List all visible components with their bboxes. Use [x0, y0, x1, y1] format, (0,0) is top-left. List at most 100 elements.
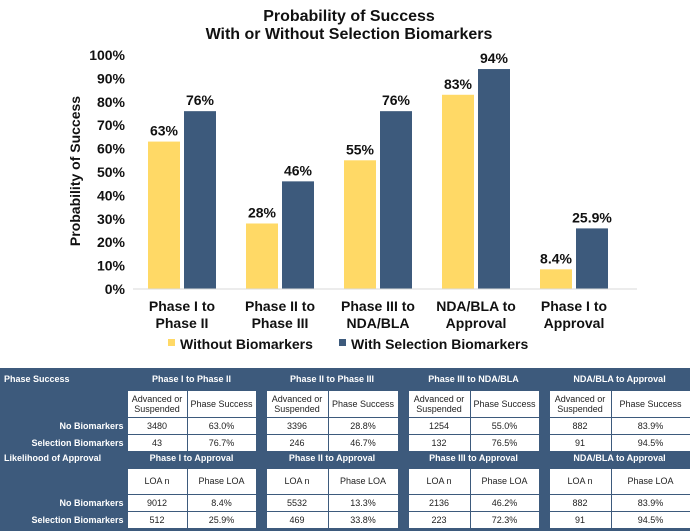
- column-header: Phase LOA: [327, 467, 399, 495]
- section-label-likelihood-of-approval: Likelihood of Approval: [4, 453, 102, 463]
- x-category-label: Phase II: [156, 315, 209, 331]
- row-label-no-biomarkers: No Biomarkers: [59, 420, 124, 431]
- table-cell: 512: [126, 510, 188, 529]
- column-header: Advanced or Suspended: [126, 389, 188, 418]
- table-cell: 882: [548, 416, 612, 435]
- x-category-label: Approval: [446, 315, 507, 331]
- data-label: 83%: [444, 76, 473, 92]
- column-header: LOA n: [407, 467, 471, 495]
- data-label: 8.4%: [540, 250, 572, 266]
- column-header: Phase LOA: [186, 467, 257, 495]
- data-label: 55%: [346, 141, 375, 157]
- column-header: Advanced or Suspended: [548, 389, 612, 418]
- group-header: Phase II to Approval: [288, 452, 376, 463]
- bar-without-biomarkers: [148, 141, 180, 289]
- data-label: 94%: [480, 50, 509, 66]
- bar-without-biomarkers: [540, 269, 572, 289]
- legend-label-without: Without Biomarkers: [180, 336, 313, 352]
- table-cell: 882: [548, 493, 612, 512]
- table-cell: 72.3%: [469, 510, 540, 529]
- column-header: Advanced or Suspended: [407, 389, 471, 418]
- data-label: 25.9%: [572, 209, 612, 225]
- bar-with-selection-biomarkers: [576, 228, 608, 289]
- section-label-phase-success: Phase Success: [4, 374, 70, 384]
- group-header: NDA/BLA to Approval: [573, 373, 666, 384]
- legend-swatch-with: [339, 339, 346, 346]
- column-header: LOA n: [265, 467, 329, 495]
- x-category-label: Phase III to: [341, 298, 415, 314]
- y-tick-label: 90%: [97, 70, 126, 86]
- y-tick-label: 50%: [97, 164, 126, 180]
- column-header: Phase Success: [186, 389, 257, 418]
- chart-subtitle: With or Without Selection Biomarkers: [206, 26, 493, 43]
- x-category-label: Phase II to: [245, 298, 315, 314]
- row-label-no-biomarkers: No Biomarkers: [59, 497, 124, 508]
- table-cell: 63.0%: [186, 416, 257, 435]
- column-header: Phase Success: [610, 389, 690, 418]
- group-header: NDA/BLA to Approval: [573, 452, 666, 463]
- bar-with-selection-biomarkers: [478, 69, 510, 289]
- table-cell: 83.9%: [610, 493, 690, 512]
- row-label-selection-biomarkers: Selection Biomarkers: [31, 514, 124, 525]
- table-cell: 8.4%: [186, 493, 257, 512]
- y-tick-label: 60%: [97, 141, 126, 157]
- column-header: Phase LOA: [610, 467, 690, 495]
- x-category-label: NDA/BLA to: [436, 298, 516, 314]
- column-header: Phase Success: [327, 389, 399, 418]
- group-header: Phase III to Approval: [429, 452, 518, 463]
- column-header: Phase Success: [469, 389, 540, 418]
- bar-without-biomarkers: [442, 94, 474, 289]
- group-header: Phase I to Approval: [149, 452, 234, 463]
- group-header: Phase II to Phase III: [289, 373, 375, 384]
- legend-label-with: With Selection Biomarkers: [351, 336, 528, 352]
- data-label: 63%: [150, 123, 179, 139]
- y-axis-label: Probability of Success: [67, 96, 83, 246]
- y-tick-label: 20%: [97, 234, 126, 250]
- group-header: Phase III to NDA/BLA: [428, 373, 519, 384]
- data-label: 76%: [186, 92, 215, 108]
- y-tick-label: 10%: [97, 258, 126, 274]
- column-header: LOA n: [548, 467, 612, 495]
- table-cell: 28.8%: [327, 416, 399, 435]
- y-tick-label: 0%: [105, 281, 126, 297]
- data-label: 76%: [382, 92, 411, 108]
- y-tick-label: 70%: [97, 117, 126, 133]
- x-category-label: NDA/BLA: [347, 315, 410, 331]
- table-cell: 132: [407, 433, 471, 452]
- y-tick-label: 40%: [97, 187, 126, 203]
- data-label: 28%: [248, 204, 277, 220]
- table-cell: 94.5%: [610, 510, 690, 529]
- column-header: LOA n: [126, 467, 188, 495]
- column-header: Advanced or Suspended: [265, 389, 329, 418]
- x-category-label: Phase I to: [541, 298, 607, 314]
- bar-with-selection-biomarkers: [282, 181, 314, 289]
- bar-chart: Probability of Success With or Without S…: [67, 8, 637, 352]
- legend-swatch-without: [168, 339, 175, 346]
- y-tick-label: 80%: [97, 94, 126, 110]
- data-label: 46%: [284, 162, 313, 178]
- table-cell: 13.3%: [327, 493, 399, 512]
- group-header: Phase I to Phase II: [151, 373, 232, 384]
- x-category-label: Phase I to: [149, 298, 215, 314]
- bar-with-selection-biomarkers: [184, 111, 216, 289]
- table-cell: 3396: [265, 416, 329, 435]
- bar-without-biomarkers: [246, 223, 278, 289]
- table-cell: 3480: [126, 416, 188, 435]
- bar-without-biomarkers: [344, 160, 376, 289]
- bar-with-selection-biomarkers: [380, 111, 412, 289]
- table-cell: 223: [407, 510, 471, 529]
- y-tick-label: 30%: [97, 211, 126, 227]
- table-cell: 33.8%: [327, 510, 399, 529]
- table-cell: 55.0%: [469, 416, 540, 435]
- chart-title: Probability of Success: [263, 8, 435, 25]
- data-table-panel: Phase Success Phase I to Phase II Phase …: [0, 368, 690, 531]
- table-cell: 83.9%: [610, 416, 690, 435]
- table-cell: 5532: [265, 493, 329, 512]
- table-cell: 25.9%: [186, 510, 257, 529]
- table-cell: 76.7%: [186, 433, 257, 452]
- table-cell: 46.2%: [469, 493, 540, 512]
- likelihood-of-approval-table: Likelihood of Approval Phase I to Approv…: [0, 448, 690, 529]
- row-label-selection-biomarkers: Selection Biomarkers: [31, 437, 124, 448]
- phase-success-table: Phase Success Phase I to Phase II Phase …: [0, 368, 690, 452]
- y-tick-label: 100%: [89, 47, 125, 63]
